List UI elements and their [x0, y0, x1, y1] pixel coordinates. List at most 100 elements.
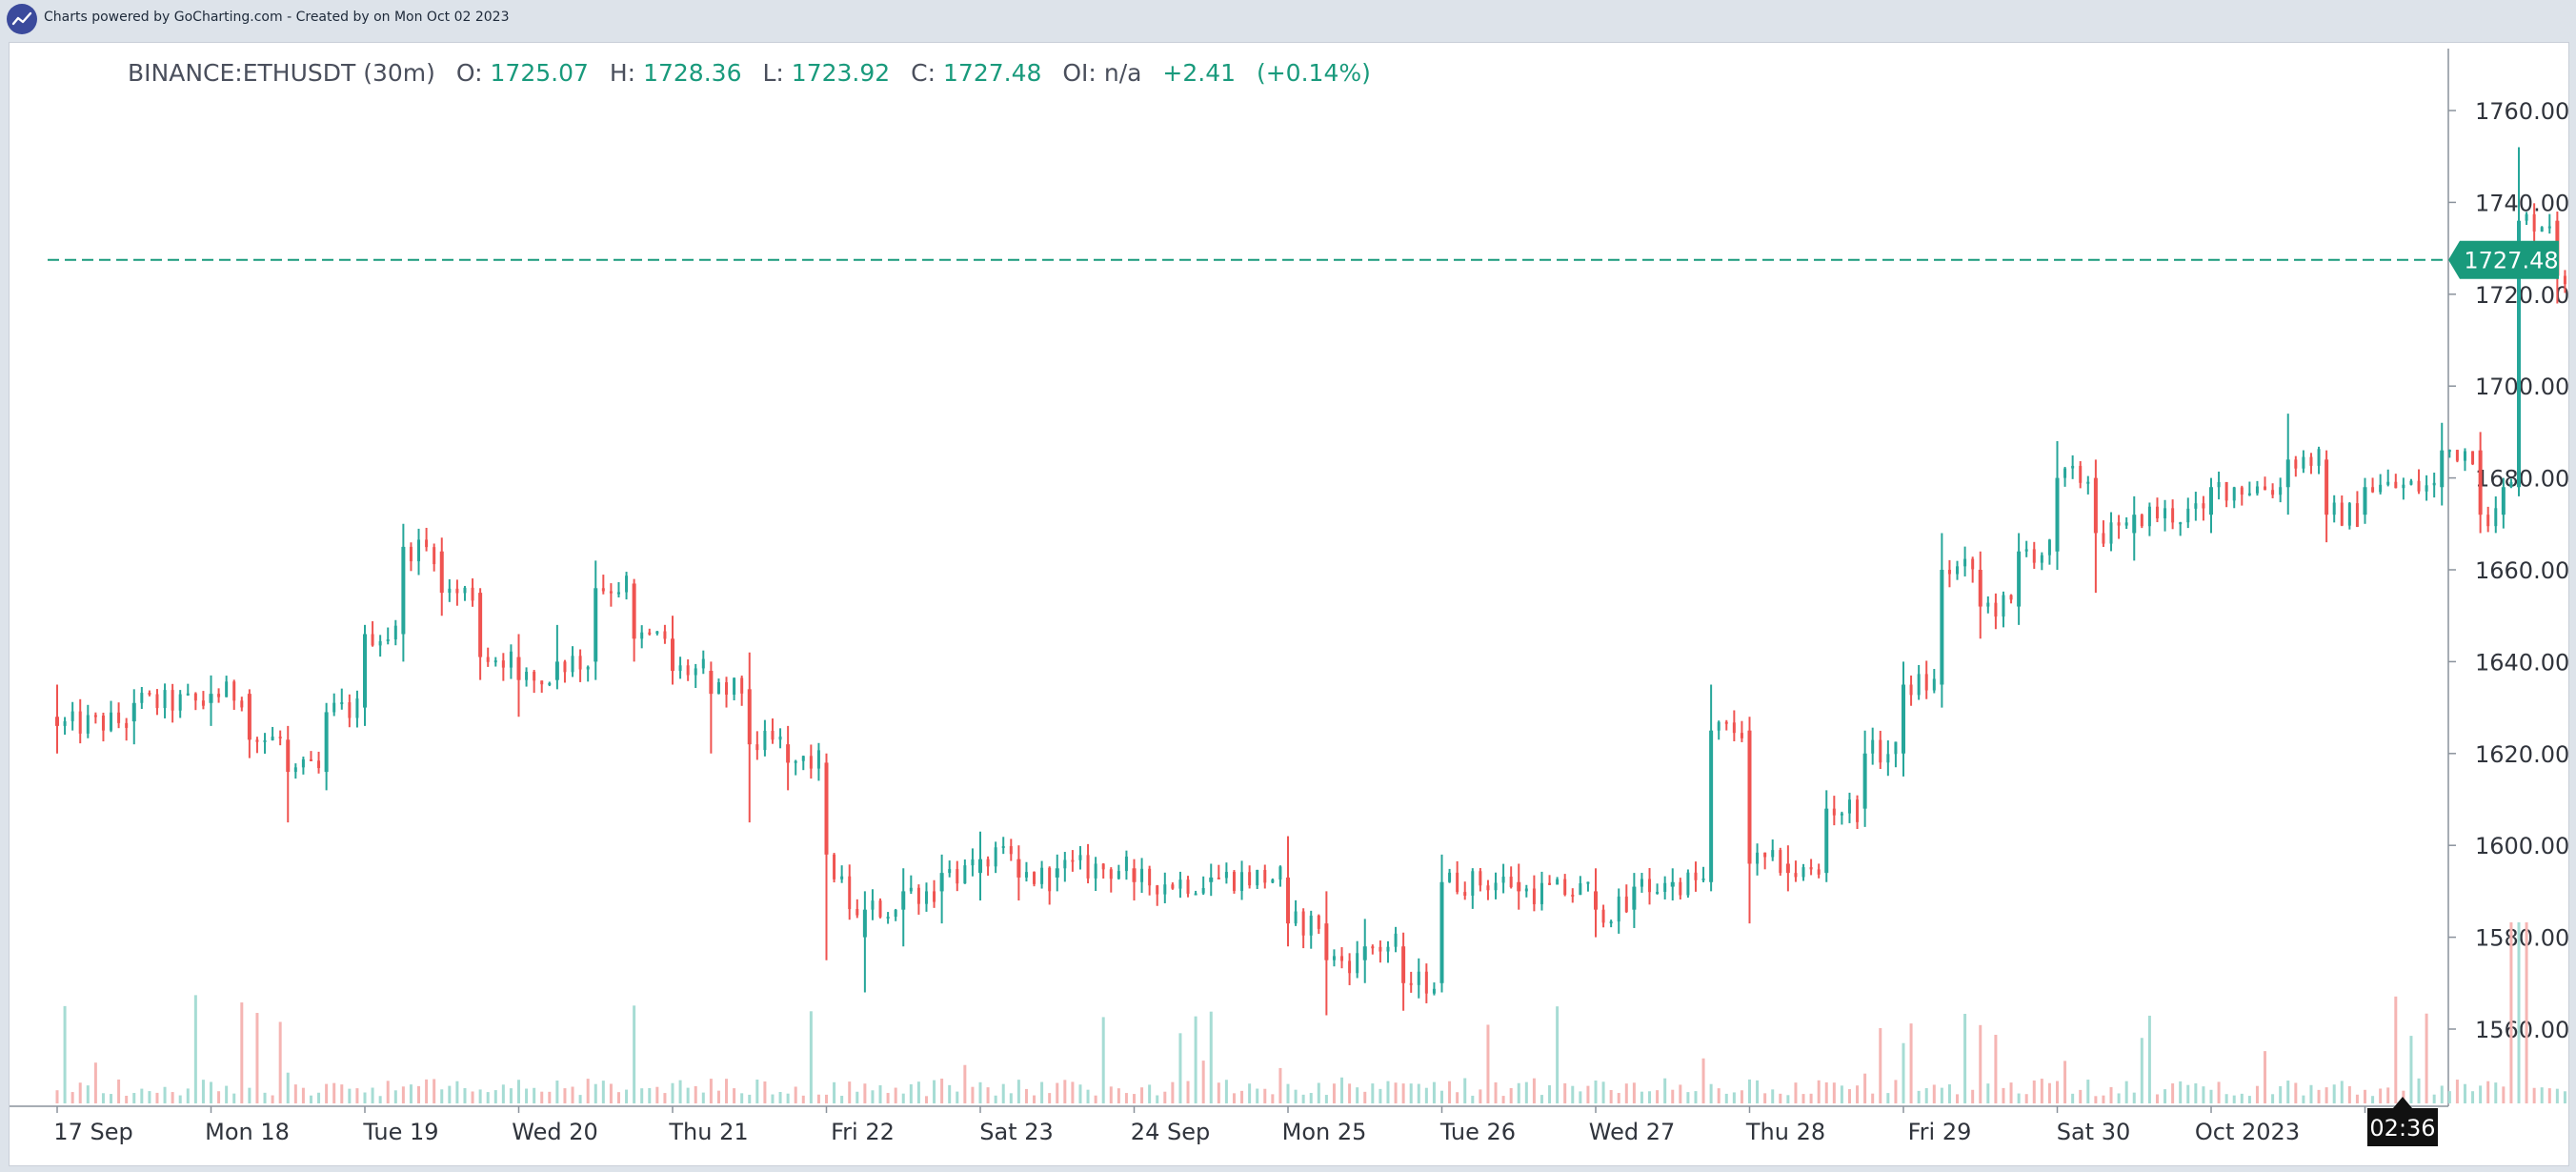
volume-bar — [201, 1080, 205, 1103]
candle-body — [862, 909, 867, 938]
volume-bar — [1140, 1087, 1144, 1103]
candle-body — [2247, 493, 2251, 495]
volume-bar — [440, 1089, 444, 1103]
candle-body — [694, 668, 697, 676]
candle-body — [433, 547, 436, 565]
volume-bar — [55, 1090, 59, 1103]
candle-body — [140, 693, 144, 703]
volume-bar — [1009, 1093, 1013, 1103]
volume-bar — [348, 1088, 352, 1103]
candle-body — [217, 694, 221, 697]
candle-body — [1794, 873, 1798, 878]
candle-body — [2363, 487, 2367, 515]
volume-bar — [1694, 1091, 1698, 1103]
candle-body — [2063, 468, 2067, 478]
candle-body — [1086, 855, 1090, 879]
volume-bar — [1332, 1083, 1336, 1103]
volume-bar — [1717, 1088, 1721, 1103]
volume-bar — [1232, 1093, 1236, 1103]
candle-body — [1301, 911, 1305, 936]
volume-bar — [2079, 1089, 2083, 1103]
candle-body — [1448, 872, 1452, 882]
volume-bar — [2217, 1081, 2221, 1103]
candle-body — [225, 681, 229, 697]
candle-body — [2417, 480, 2421, 492]
candle-body — [1809, 867, 1813, 870]
volume-bar — [1902, 1042, 1905, 1103]
candle-body — [1456, 872, 1459, 893]
candle-body — [533, 672, 536, 681]
candle-body — [2302, 456, 2305, 469]
candle-body — [1679, 881, 1682, 896]
candle-body — [155, 694, 159, 709]
y-tick-label: 1580.00 — [2475, 925, 2568, 952]
crosshair-time-pointer — [2393, 1097, 2412, 1108]
volume-bar — [2264, 1051, 2267, 1103]
candle-body — [1278, 866, 1282, 880]
candle-body — [1824, 808, 1829, 874]
candle-body — [1847, 799, 1851, 814]
candle-body — [1148, 868, 1152, 886]
volume-bar — [1294, 1089, 1298, 1103]
candle-body — [578, 656, 582, 670]
volume-bar — [2455, 1080, 2459, 1103]
volume-bar — [1847, 1089, 1851, 1103]
volume-bar — [240, 1002, 244, 1103]
volume-bar — [186, 1088, 190, 1103]
candle-body — [2340, 502, 2344, 526]
candle-body — [655, 631, 659, 634]
volume-bar — [1924, 1088, 1928, 1103]
volume-bar — [1794, 1082, 1798, 1103]
volume-bar — [2247, 1096, 2251, 1103]
volume-bar — [848, 1081, 852, 1103]
volume-bar — [1401, 1083, 1405, 1103]
volume-bar — [2032, 1080, 2036, 1103]
volume-bar — [825, 1094, 828, 1103]
candle-body — [2394, 481, 2398, 489]
ohlc-legend: BINANCE:ETHUSDT (30m) O: 1725.07 H: 1728.3… — [128, 59, 1371, 87]
candle-body — [601, 588, 605, 592]
volume-bar — [2186, 1084, 2190, 1103]
chart-panel[interactable]: 1560.00 1580.00 1600.00 1620.00 1640.00 1660.… — [9, 42, 2569, 1166]
volume-bar — [2494, 1082, 2498, 1103]
volume-bar — [378, 1096, 382, 1103]
x-tick-label: Fri 29 — [1908, 1119, 1972, 1145]
volume-bar — [1394, 1082, 1398, 1103]
y-tick-label: 1700.00 — [2475, 374, 2568, 400]
candle-body — [2240, 487, 2244, 495]
volume-bar — [110, 1094, 113, 1103]
volume-bar — [471, 1091, 474, 1103]
candle-body — [871, 900, 875, 910]
price-chart[interactable]: 1560.00 1580.00 1600.00 1620.00 1640.00 1660.… — [10, 43, 2568, 1165]
candle-body — [2179, 522, 2183, 525]
volume-bar — [2179, 1081, 2183, 1103]
candle-body — [1286, 877, 1290, 924]
candle-body — [1117, 871, 1120, 879]
volume-bar — [1209, 1011, 1213, 1103]
candle-body — [2279, 487, 2283, 495]
volume-bar — [2255, 1085, 2259, 1103]
candle-body — [2093, 477, 2098, 534]
candle-body — [471, 587, 474, 601]
candle-body — [2264, 486, 2267, 491]
volume-bar — [1947, 1084, 1951, 1103]
volume-bar — [1271, 1094, 1275, 1103]
volume-bar — [571, 1086, 574, 1103]
volume-bar — [863, 1083, 867, 1103]
candle-body — [1424, 971, 1428, 994]
volume-bar — [548, 1091, 552, 1103]
volume-bar — [517, 1080, 520, 1103]
volume-bar — [740, 1093, 744, 1103]
volume-bar — [2332, 1084, 2336, 1103]
candle-body — [1840, 813, 1843, 816]
volume-bar — [1724, 1093, 1728, 1103]
volume-bar — [1109, 1086, 1113, 1103]
volume-bar — [1224, 1080, 1228, 1103]
volume-bar — [1117, 1088, 1120, 1103]
volume-bar — [1024, 1088, 1028, 1103]
volume-bar — [2502, 1086, 2506, 1103]
volume-bar — [2202, 1086, 2205, 1103]
high-label: H: — [609, 59, 636, 87]
candle-body — [663, 631, 667, 639]
candle-body — [1909, 684, 1913, 696]
